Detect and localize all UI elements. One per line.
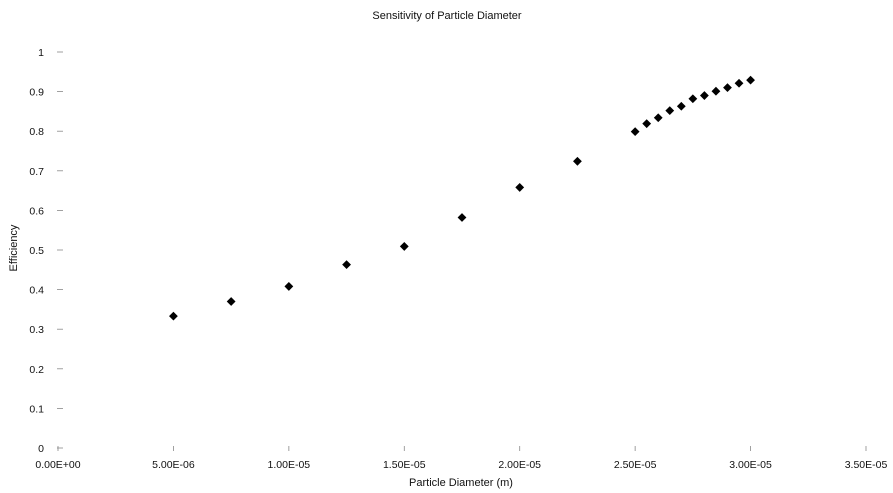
x-tick-label: 0.00E+00 [35,459,80,471]
y-tick-label: 0.2 [29,364,44,376]
x-axis-label: Particle Diameter (m) [409,477,513,489]
data-point [573,156,582,166]
y-tick-label: 0.1 [29,403,44,415]
data-point [457,213,467,222]
data-point [169,311,178,321]
data-point [226,297,236,306]
x-tick-label: 1.50E-05 [383,459,426,471]
data-point [653,113,663,123]
y-tick-label: 0.5 [29,245,44,257]
data-point [723,83,732,93]
y-tick-label: 0.7 [29,166,44,178]
y-tick-label: 0.6 [29,205,44,217]
x-tick-label: 5.00E-06 [152,459,195,471]
chart-title: Sensitivity of Particle Diameter [372,10,521,22]
data-point [711,86,721,96]
data-points [169,75,755,321]
data-point [630,127,640,136]
data-point [700,91,709,100]
y-tick-label: 0.3 [29,324,44,336]
y-tick-label: 0.9 [29,87,44,99]
x-tick-label: 2.00E-05 [498,459,541,471]
y-tick-label: 0 [38,443,44,455]
data-point [399,242,409,251]
data-point [746,75,755,85]
y-axis-ticks: 0 0.1 0.2 0.3 0.4 0.5 0.6 0.7 0.8 0.9 1 [29,47,63,455]
y-tick-label: 1 [38,47,44,59]
x-tick-label: 3.50E-05 [845,459,888,471]
y-tick-label: 0.8 [29,126,44,138]
data-point [284,282,294,291]
x-tick-label: 2.50E-05 [614,459,657,471]
data-point [734,78,744,88]
data-point [676,101,686,111]
data-point [515,183,525,192]
data-point [665,106,675,116]
data-point [688,94,698,104]
x-tick-label: 1.00E-05 [268,459,311,471]
data-point [342,260,351,270]
x-tick-label: 3.00E-05 [729,459,772,471]
y-tick-label: 0.4 [29,285,44,297]
data-point [642,119,652,129]
x-axis-ticks: 0.00E+00 5.00E-06 1.00E-05 1.50E-05 2.00E-05… [35,446,887,471]
y-axis-label: Efficiency [8,224,20,271]
